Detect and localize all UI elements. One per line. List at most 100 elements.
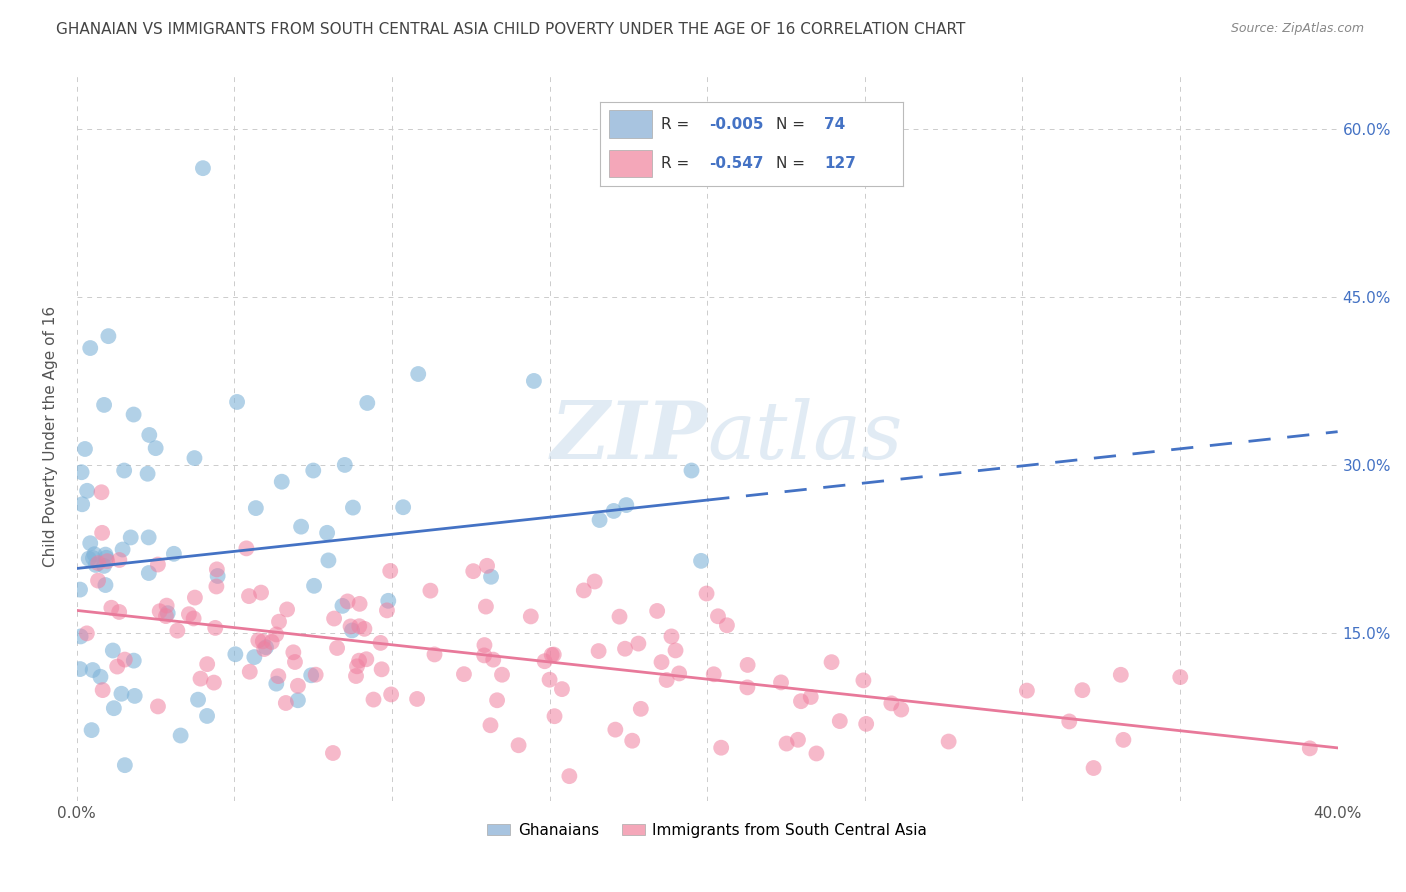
- Point: [603, 504, 626, 518]
- Point: [333, 458, 356, 472]
- Point: [543, 648, 565, 662]
- Point: [540, 648, 562, 662]
- Point: [112, 463, 135, 477]
- Point: [486, 693, 509, 707]
- Point: [475, 599, 498, 614]
- Point: [283, 645, 305, 659]
- Point: [344, 669, 367, 683]
- Point: [769, 675, 792, 690]
- Point: [166, 624, 188, 638]
- Point: [370, 662, 392, 676]
- Point: [284, 655, 307, 669]
- Point: [122, 654, 145, 668]
- Point: [716, 618, 738, 632]
- Point: [316, 525, 339, 540]
- Point: [82, 663, 104, 677]
- Point: [332, 599, 354, 613]
- Point: [155, 609, 177, 624]
- Point: [87, 574, 110, 588]
- Point: [205, 579, 228, 593]
- Point: [533, 654, 555, 668]
- Point: [668, 666, 690, 681]
- Point: [79, 536, 101, 550]
- Point: [91, 525, 114, 540]
- Point: [287, 679, 309, 693]
- Point: [84, 558, 107, 572]
- Point: [800, 690, 823, 704]
- Point: [1015, 683, 1038, 698]
- Point: [183, 451, 205, 466]
- Point: [195, 657, 218, 672]
- Point: [299, 668, 322, 682]
- Point: [419, 583, 441, 598]
- Point: [163, 547, 186, 561]
- Point: [588, 513, 610, 527]
- Point: [138, 530, 160, 544]
- Point: [370, 636, 392, 650]
- Point: [543, 709, 565, 723]
- Point: [226, 395, 249, 409]
- Point: [614, 641, 637, 656]
- Point: [177, 607, 200, 622]
- Point: [187, 692, 209, 706]
- Legend: Ghanaians, Immigrants from South Central Asia: Ghanaians, Immigrants from South Central…: [481, 817, 934, 844]
- Point: [205, 562, 228, 576]
- Point: [520, 609, 543, 624]
- Point: [356, 396, 378, 410]
- Point: [1109, 667, 1132, 681]
- Point: [69, 582, 91, 597]
- Point: [852, 673, 875, 688]
- Point: [938, 734, 960, 748]
- Point: [77, 551, 100, 566]
- Point: [70, 465, 93, 479]
- Point: [276, 602, 298, 616]
- Point: [828, 714, 851, 728]
- Point: [1299, 741, 1322, 756]
- Point: [243, 650, 266, 665]
- Point: [94, 548, 117, 562]
- Point: [245, 501, 267, 516]
- Point: [250, 585, 273, 599]
- Point: [110, 687, 132, 701]
- Point: [474, 638, 496, 652]
- Point: [472, 648, 495, 663]
- Point: [108, 605, 131, 619]
- Point: [380, 564, 402, 578]
- Point: [79, 341, 101, 355]
- Text: atlas: atlas: [707, 398, 903, 475]
- Point: [145, 441, 167, 455]
- Text: ZIP: ZIP: [550, 398, 707, 475]
- Point: [890, 702, 912, 716]
- Point: [73, 442, 96, 456]
- Point: [111, 542, 134, 557]
- Point: [737, 681, 759, 695]
- Point: [1059, 714, 1081, 729]
- Point: [323, 611, 346, 625]
- Point: [538, 673, 561, 687]
- Point: [463, 564, 485, 578]
- Point: [491, 667, 513, 681]
- Point: [651, 655, 673, 669]
- Point: [138, 566, 160, 580]
- Point: [183, 611, 205, 625]
- Point: [479, 570, 502, 584]
- Text: Source: ZipAtlas.com: Source: ZipAtlas.com: [1230, 22, 1364, 36]
- Point: [392, 500, 415, 515]
- Point: [247, 633, 270, 648]
- Point: [93, 558, 115, 573]
- Point: [336, 594, 359, 608]
- Point: [114, 758, 136, 772]
- Point: [96, 550, 118, 565]
- Point: [76, 483, 98, 498]
- Point: [423, 648, 446, 662]
- Point: [87, 556, 110, 570]
- Point: [588, 644, 610, 658]
- Point: [790, 694, 813, 708]
- Point: [267, 669, 290, 683]
- Point: [136, 467, 159, 481]
- Point: [340, 624, 363, 638]
- Point: [254, 640, 277, 655]
- Point: [614, 498, 637, 512]
- Point: [156, 599, 179, 613]
- Point: [322, 746, 344, 760]
